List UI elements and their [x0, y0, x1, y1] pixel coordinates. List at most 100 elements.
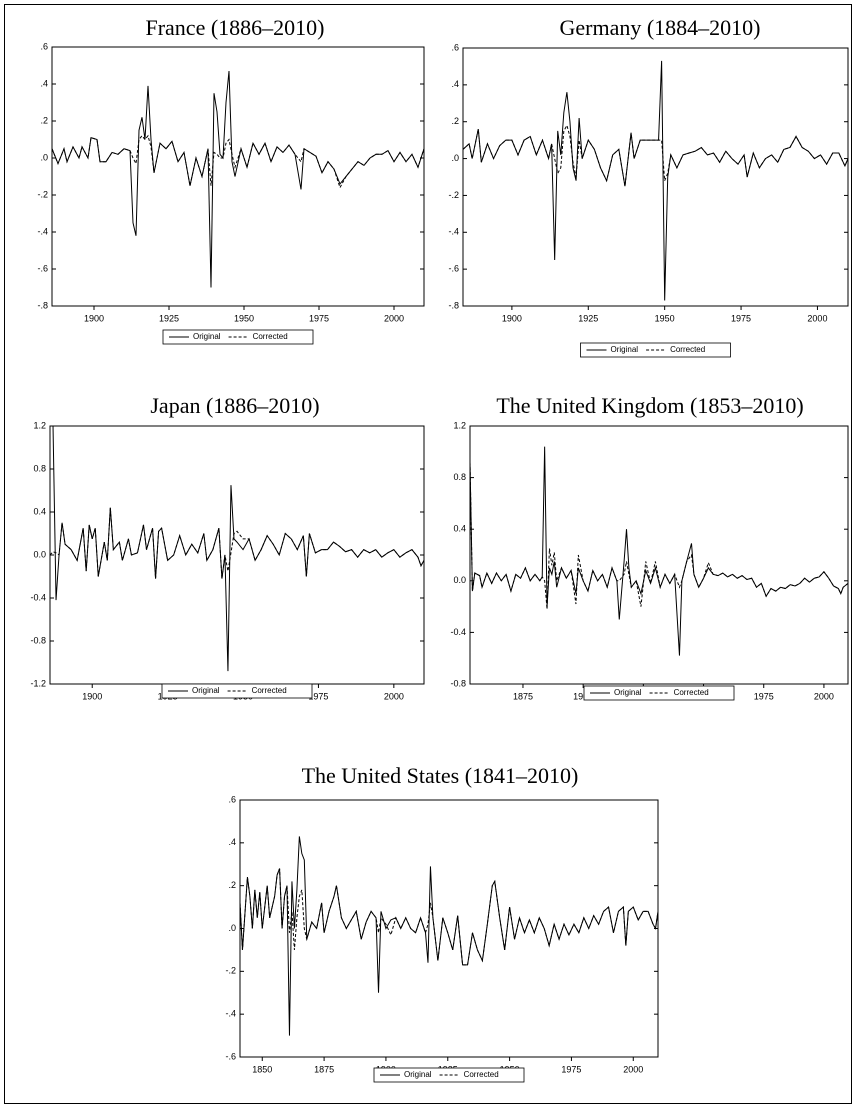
plot-frame — [462, 47, 849, 307]
legend-label: Corrected — [252, 686, 287, 695]
x-tick-label: 1925 — [159, 313, 179, 323]
chart-title: France (1886–2010) — [145, 15, 324, 40]
chart-title: Germany (1884–2010) — [559, 15, 760, 40]
legend-box — [373, 1067, 525, 1083]
y-tick-label: -.2 — [448, 190, 459, 200]
legend-label: Original — [193, 332, 221, 341]
y-tick-label: -.8 — [448, 300, 459, 310]
series-line — [50, 507, 424, 579]
y-tick-label: -.2 — [225, 966, 236, 976]
y-tick-label: .4 — [228, 837, 236, 847]
y-tick-label: .4 — [451, 79, 459, 89]
x-tick-label: 1900 — [82, 691, 102, 701]
x-tick-label: 1850 — [252, 1064, 272, 1074]
y-tick-label: .0 — [228, 923, 236, 933]
series-line — [463, 124, 848, 187]
series-line — [470, 462, 848, 610]
series-line — [50, 426, 424, 672]
x-tick-label: 2000 — [384, 313, 404, 323]
legend-label: Original — [404, 1070, 432, 1079]
x-tick-label: 1900 — [573, 691, 593, 701]
y-tick-label: .4 — [40, 78, 48, 88]
chart-title: Japan (1886–2010) — [150, 393, 319, 418]
legend-label: Original — [611, 345, 639, 354]
chart-panel: France (1886–2010) .6 .4 .2 .0 -.2 -.4 -.6 -.8 19… — [37, 15, 425, 345]
y-tick-label: -.4 — [37, 226, 48, 236]
x-tick-label: 1975 — [308, 691, 328, 701]
x-tick-label: 1975 — [731, 313, 751, 323]
chart-title: The United States (1841–2010) — [302, 763, 579, 788]
y-tick-label: -.6 — [225, 1051, 236, 1061]
y-tick-label: 0.0 — [453, 575, 466, 585]
legend-label: Original — [614, 688, 642, 697]
y-tick-label: 1.2 — [453, 420, 466, 430]
series-line — [52, 134, 424, 189]
y-tick-label: .6 — [40, 41, 48, 51]
x-tick-label: 1975 — [754, 691, 774, 701]
series-line — [470, 446, 848, 656]
y-tick-label: -.6 — [448, 264, 459, 274]
y-tick-label: .0 — [451, 153, 459, 163]
x-tick-label: 1975 — [561, 1064, 581, 1074]
chart-panel: The United States (1841–2010) .6 .4 .2 .0 -.2… — [225, 763, 659, 1083]
y-tick-label: .2 — [228, 880, 236, 890]
x-tick-label: 1875 — [314, 1064, 334, 1074]
y-tick-label: -.8 — [37, 300, 48, 310]
y-tick-label: .2 — [40, 115, 48, 125]
y-tick-label: .0 — [40, 152, 48, 162]
y-tick-label: 0.0 — [33, 549, 46, 559]
legend: Original Corrected — [162, 329, 314, 345]
y-tick-label: .2 — [451, 116, 459, 126]
chart-title: The United Kingdom (1853–2010) — [496, 393, 803, 418]
y-tick-label: -0.4 — [30, 592, 46, 602]
y-tick-label: -1.2 — [30, 678, 46, 688]
legend-box — [161, 683, 313, 699]
series-line — [52, 71, 424, 288]
x-tick-label: 1950 — [655, 313, 675, 323]
y-tick-label: 0.8 — [33, 463, 46, 473]
y-tick-label: -.4 — [448, 227, 459, 237]
legend-label: Corrected — [253, 332, 288, 341]
y-tick-label: 0.4 — [453, 524, 466, 534]
x-tick-label: 1900 — [502, 313, 522, 323]
plot-frame — [469, 425, 849, 685]
y-tick-label: -0.8 — [30, 635, 46, 645]
figure-border — [4, 4, 852, 1104]
plot-frame — [239, 799, 659, 1058]
legend-box — [583, 685, 735, 701]
series-line — [240, 868, 658, 966]
y-tick-label: -0.4 — [450, 627, 466, 637]
legend-label: Corrected — [464, 1070, 499, 1079]
y-tick-label: 0.8 — [453, 472, 466, 482]
plot-frame — [51, 46, 425, 307]
legend-label: Corrected — [670, 345, 705, 354]
legend: Original Corrected — [373, 1067, 525, 1083]
y-tick-label: 0.4 — [33, 506, 46, 516]
x-tick-label: 2000 — [814, 691, 834, 701]
chart-panel: Japan (1886–2010) 1.2 0.8 0.4 0.0 -0.4 -0.8 -1.… — [30, 393, 425, 701]
x-tick-label: 1875 — [513, 691, 533, 701]
legend-label: Corrected — [674, 688, 709, 697]
y-tick-label: .6 — [451, 42, 459, 52]
y-tick-label: -.4 — [225, 1009, 236, 1019]
series-line — [463, 60, 848, 301]
legend-box — [162, 329, 314, 345]
x-tick-label: 1975 — [309, 313, 329, 323]
y-tick-label: .6 — [228, 794, 236, 804]
chart-panel: The United Kingdom (1853–2010) 1.2 0.8 0.4 0… — [450, 393, 849, 701]
legend: Original Corrected — [161, 683, 313, 699]
legend: Original Corrected — [583, 685, 735, 701]
x-tick-label: 2000 — [807, 313, 827, 323]
y-tick-label: 1.2 — [33, 420, 46, 430]
legend-label: Original — [192, 686, 220, 695]
x-tick-label: 2000 — [384, 691, 404, 701]
legend-box — [580, 342, 731, 358]
x-tick-label: 1900 — [84, 313, 104, 323]
legend: Original Corrected — [580, 342, 731, 358]
x-tick-label: 1950 — [234, 313, 254, 323]
y-tick-label: -.2 — [37, 189, 48, 199]
x-tick-label: 1925 — [578, 313, 598, 323]
y-tick-label: -0.8 — [450, 678, 466, 688]
chart-panel: Germany (1884–2010) .6 .4 .2 .0 -.2 -.4 -.6 -.8 1… — [448, 15, 849, 358]
